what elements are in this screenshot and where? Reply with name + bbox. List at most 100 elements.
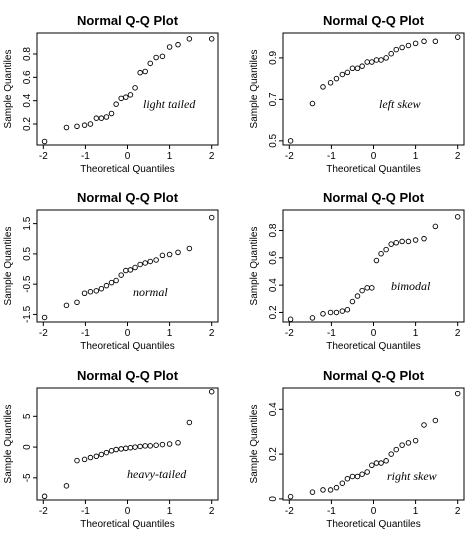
qq-point — [359, 287, 365, 294]
qq-point — [393, 46, 399, 53]
panel-title: Normal Q-Q Plot — [77, 190, 179, 205]
qq-point — [132, 85, 138, 91]
qq-point — [81, 456, 88, 463]
qq-point — [388, 50, 394, 57]
qq-point — [132, 444, 138, 450]
qq-point — [186, 36, 193, 42]
qq-point — [113, 101, 119, 107]
qq-point — [41, 493, 48, 500]
qq-point — [309, 489, 316, 495]
qq-point — [63, 124, 70, 131]
plot-frame — [282, 209, 465, 323]
qq-point — [405, 42, 412, 49]
qq-point — [123, 94, 129, 100]
qq-point — [98, 285, 105, 292]
qq-point — [159, 53, 166, 60]
qq-point — [74, 457, 80, 464]
qq-point — [309, 100, 316, 107]
y-tick-label: 0.2 — [268, 305, 279, 319]
qq-point — [41, 314, 48, 321]
qq-point — [399, 442, 405, 448]
qq-point — [333, 484, 340, 491]
y-tick-label: 0 — [268, 496, 279, 502]
qq-point — [166, 44, 173, 50]
qq-point — [309, 315, 316, 321]
qq-point — [166, 441, 173, 447]
qq-point — [333, 75, 340, 82]
qq-point — [369, 462, 375, 469]
qq-point — [186, 245, 193, 252]
qq-point — [354, 65, 361, 72]
qq-point — [93, 115, 100, 121]
y-tick-label: -1.5 — [22, 305, 33, 323]
qq-point — [383, 458, 389, 464]
qq-point — [127, 267, 134, 273]
qq-point — [344, 306, 351, 313]
y-axis-label: Sample Quantiles — [249, 227, 260, 306]
qq-point — [333, 309, 340, 316]
qq-point — [412, 437, 419, 444]
x-axis-label: Theoretical Quantiles — [326, 519, 421, 530]
qq-point — [432, 38, 439, 45]
qq-point — [359, 63, 365, 69]
distribution-annotation: normal — [133, 285, 168, 299]
qq-point — [339, 480, 346, 486]
x-tick-label: 0 — [371, 506, 377, 517]
x-tick-label: -2 — [39, 151, 48, 162]
y-tick-label: 0.2 — [268, 447, 279, 461]
qq-point — [432, 417, 439, 424]
qq-panel-5: Normal Q-Q Plot -2 -1 0 1 2 -5 0 5 Theoretical Qu… — [3, 368, 219, 530]
x-tick-label: 2 — [209, 151, 215, 162]
qq-point — [320, 487, 326, 493]
qq-point — [208, 388, 215, 395]
x-tick-label: 1 — [167, 151, 173, 162]
y-tick-label: 0.4 — [268, 402, 279, 416]
panel-title: Normal Q-Q Plot — [77, 13, 179, 28]
qq-point — [142, 68, 148, 75]
qq-point — [364, 469, 370, 475]
qq-point — [137, 261, 143, 268]
x-tick-label: -2 — [285, 328, 294, 339]
y-axis-label: Sample Quantiles — [249, 405, 260, 484]
qq-point — [98, 115, 105, 121]
qq-point — [87, 121, 94, 127]
qq-point — [208, 214, 215, 221]
qq-point — [378, 460, 384, 466]
distribution-annotation: bimodal — [391, 279, 431, 293]
qq-point — [153, 442, 159, 448]
qq-point — [142, 260, 148, 266]
qq-point — [103, 449, 110, 456]
y-tick-label: 5 — [22, 413, 33, 419]
x-tick-label: 0 — [371, 328, 377, 339]
x-tick-label: -1 — [327, 506, 336, 517]
qq-point — [432, 223, 439, 230]
qq-point — [378, 57, 384, 63]
plot-frame — [282, 32, 465, 146]
qq-point — [383, 246, 389, 253]
qq-point — [74, 299, 80, 306]
x-tick-label: 1 — [167, 506, 173, 517]
qq-point — [159, 252, 166, 259]
qq-point — [137, 69, 143, 76]
qq-point — [81, 290, 88, 296]
qq-point — [373, 57, 380, 63]
qq-point — [74, 123, 80, 130]
qq-point — [412, 40, 419, 47]
qq-point — [137, 443, 143, 450]
qq-point — [41, 138, 48, 145]
distribution-annotation: right skew — [387, 469, 437, 483]
x-tick-label: 1 — [413, 506, 419, 517]
qq-point — [113, 277, 119, 284]
distribution-annotation: left skew — [379, 97, 421, 111]
y-axis-label: Sample Quantiles — [249, 50, 260, 129]
qq-point — [369, 285, 375, 291]
qq-point — [186, 419, 193, 426]
qq-point — [118, 272, 124, 278]
x-tick-label: 2 — [209, 506, 215, 517]
qq-point — [103, 114, 110, 120]
qq-point — [108, 448, 115, 454]
x-tick-label: 1 — [413, 328, 419, 339]
qq-point — [454, 390, 461, 397]
y-axis-label: Sample Quantiles — [3, 227, 14, 306]
